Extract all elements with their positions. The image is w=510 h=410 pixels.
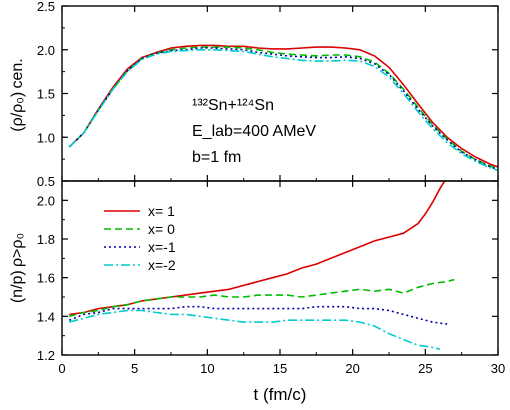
series-line-x-2 [68,49,498,172]
y-tick-label: 0.5 [37,174,55,189]
x-tick-label: 25 [418,361,432,376]
energy-label: E_lab=400 AMeV [192,123,316,140]
y-tick-label: 2.0 [37,43,55,58]
legend: x= 1 x= 0 x=-1 x=-2 [104,203,176,273]
series-group [68,44,498,172]
bottom-panel: 1.21.41.61.82.00 5 10 15 20 25 30x= 1x= 0x=-1x… [37,180,505,376]
legend-label: x=-1 [148,239,176,255]
y-tick-label: 2.5 [37,0,55,14]
reaction-label: ¹³²Sn+¹²⁴Sn [192,97,274,114]
series-line-x-1 [69,305,448,325]
bottom-y-axis-label: (n/p) ρ>ρ₀ [9,233,26,303]
x-tick-label: 5 [131,361,138,376]
y-tick-label: 1.4 [37,309,55,324]
legend-label: x=-2 [148,257,176,273]
top-panel: 0.5 1.0 1.5 2.0 2.5 [37,0,499,189]
x-tick-label: 20 [345,361,359,376]
legend-label: x= 1 [148,203,175,219]
top-annotation: ¹³²Sn+¹²⁴Sn E_lab=400 AMeV b=1 fm [192,97,316,166]
y-tick-label: 1.2 [37,348,55,363]
y-tick-label: 1.8 [37,232,55,247]
y-tick-label: 1.5 [37,87,55,102]
series-line-x1 [68,44,498,168]
plot-frame [61,5,499,182]
impact-parameter-label: b=1 fm [192,149,241,166]
y-tick-label: 2.0 [37,193,55,208]
plot-frame [61,180,499,356]
series-line-x-1 [68,47,498,171]
series-group [69,181,455,350]
x-tick-label: 10 [200,361,214,376]
series-line-x1 [69,181,446,316]
x-axis-label: t (fm/c) [254,385,307,404]
y-tick-label: 1.6 [37,271,55,286]
series-line-x-2 [69,309,441,350]
y-tick-label: 1.0 [37,130,55,145]
legend-label: x= 0 [148,221,175,237]
series-line-x0 [69,278,455,318]
x-tick-label: 0 [58,361,65,376]
x-tick-label: 15 [273,361,287,376]
x-tick-label: 30 [491,361,505,376]
top-y-axis-label: (ρ/ρ₀) cen. [9,58,26,131]
